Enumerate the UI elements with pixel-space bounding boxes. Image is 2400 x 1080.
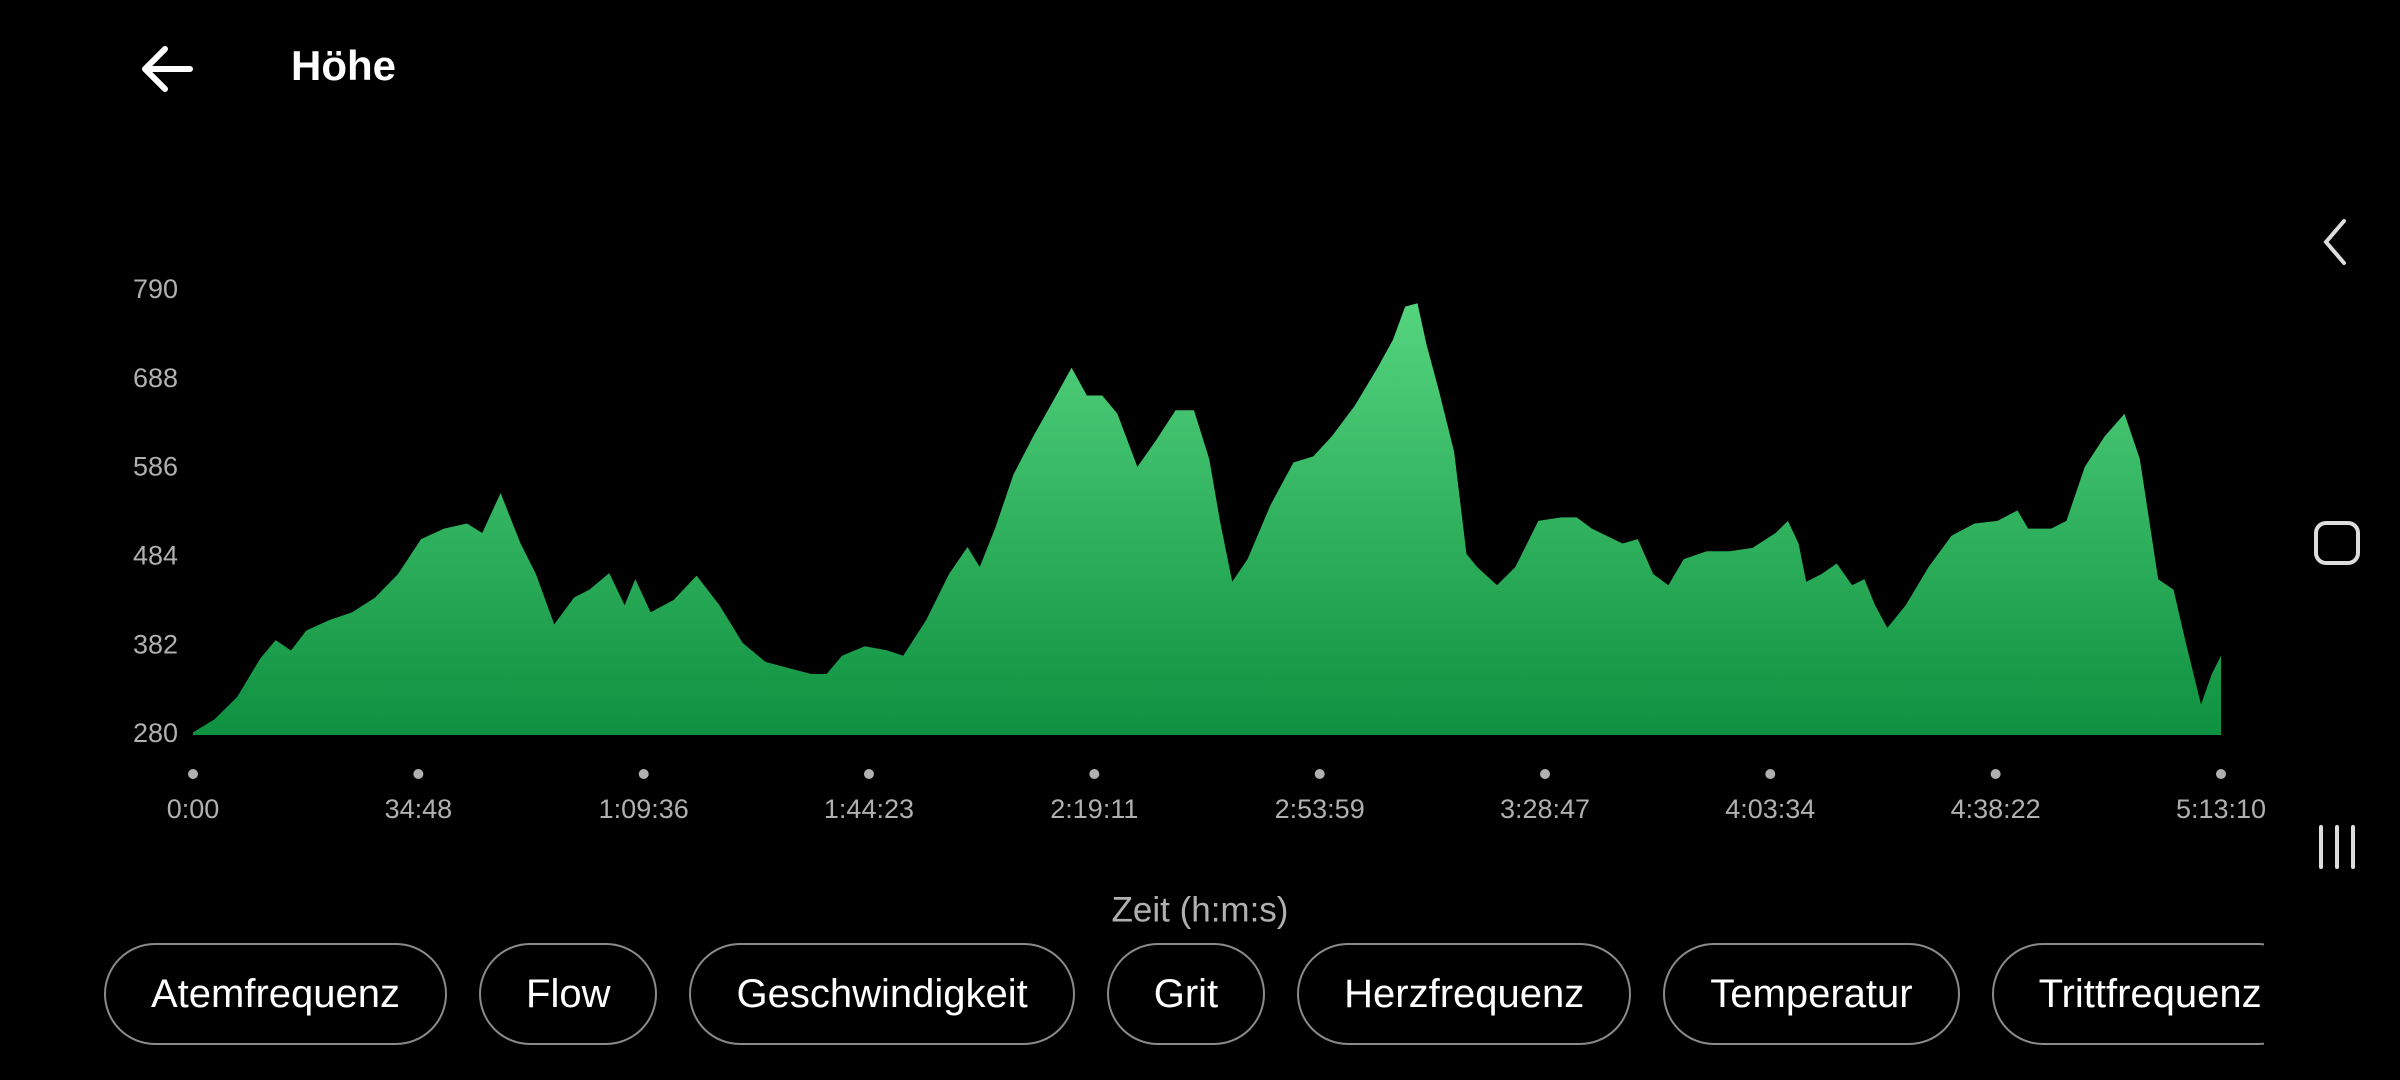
plot: 280 382 484 586 688 790 0:00 34:48 1:09:36 1:44:2… xyxy=(133,274,2266,824)
x-tick-dot xyxy=(863,769,874,779)
y-tick-label: 484 xyxy=(133,541,178,571)
nav-recents[interactable] xyxy=(2319,825,2355,869)
x-axis-label: Zeit (h:m:s) xyxy=(1112,890,1289,929)
y-tick-label: 586 xyxy=(133,452,178,482)
filter-chip[interactable]: Flow xyxy=(479,943,658,1045)
nav-back[interactable] xyxy=(2323,219,2346,265)
y-tick-label: 688 xyxy=(133,363,178,393)
x-tick-dot xyxy=(1314,769,1325,779)
y-tick-label: 382 xyxy=(133,629,178,659)
x-tick-label: 2:19:11 xyxy=(1050,794,1138,824)
chip-row: Atemfrequenz Flow Geschwindigkeit Grit Herzf… xyxy=(104,943,2264,1047)
x-tick-dot xyxy=(413,769,424,779)
filter-chip[interactable]: Atemfrequenz xyxy=(104,943,448,1045)
x-tick-dot xyxy=(188,769,198,779)
filter-chip[interactable]: Grit xyxy=(1106,943,1266,1045)
x-tick-label: 1:44:23 xyxy=(824,794,914,824)
x-tick-label: 2:53:59 xyxy=(1275,794,1365,824)
page-title: Höhe xyxy=(291,42,396,89)
x-tick-label: 0:00 xyxy=(167,794,220,824)
x-tick-label: 4:03:34 xyxy=(1725,794,1815,824)
x-tick-dot xyxy=(1990,769,2001,779)
x-tick-label: 4:38:22 xyxy=(1951,794,2041,824)
x-tick-dot xyxy=(1089,769,1100,779)
filter-chip[interactable]: Temperatur xyxy=(1663,943,1960,1045)
y-tick-label: 790 xyxy=(133,274,178,304)
x-tick-dot xyxy=(638,769,649,779)
nav-home[interactable] xyxy=(2314,521,2360,565)
x-tick-label: 1:09:36 xyxy=(599,794,689,824)
nav-bar xyxy=(2314,219,2360,869)
filter-chip[interactable]: Geschwindigkeit xyxy=(689,943,1075,1045)
x-tick-dot xyxy=(2216,769,2226,779)
x-tick-label: 5:13:10 xyxy=(2176,794,2266,824)
filter-chip[interactable]: Trittfrequenz xyxy=(1991,943,2264,1045)
x-tick-dot xyxy=(1765,769,1776,779)
x-tick-dot xyxy=(1540,769,1551,779)
x-tick-label: 34:48 xyxy=(385,794,453,824)
filter-chip[interactable]: Herzfrequenz xyxy=(1297,943,1632,1045)
elevation-area xyxy=(193,303,2221,735)
back-button[interactable] xyxy=(142,46,193,92)
y-tick-label: 280 xyxy=(133,718,178,748)
x-tick-label: 3:28:47 xyxy=(1500,794,1590,824)
